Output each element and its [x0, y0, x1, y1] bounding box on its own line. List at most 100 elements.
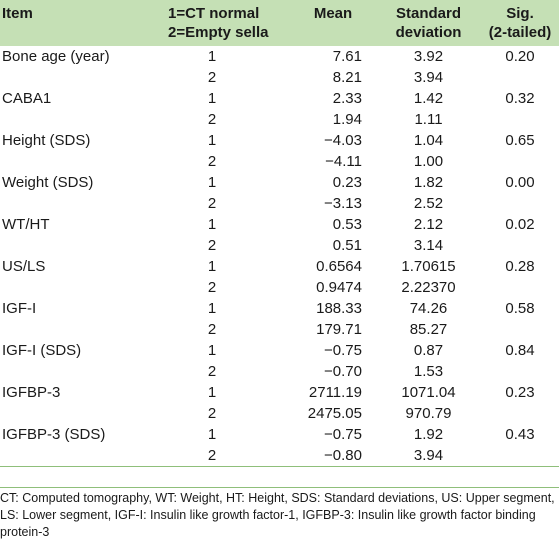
- header-group: 1=CT normal 2=Empty sella: [148, 0, 290, 46]
- cell-sd: 3.94: [413, 69, 444, 86]
- header-sd: Standard deviation: [376, 0, 481, 46]
- table-header: Item 1=CT normal 2=Empty sella Mean Stan…: [0, 0, 559, 46]
- cell-group: 1: [207, 216, 217, 233]
- cell-group: 1: [207, 258, 217, 275]
- table-row: US/LS 1 0.6564 1.70615 0.28: [0, 256, 559, 277]
- table-row: 2 2475.05 970.79: [0, 403, 559, 424]
- cell-mean: −0.70: [324, 363, 362, 380]
- cell-item-empty: [0, 403, 148, 424]
- cell-item: WT/HT: [2, 216, 50, 233]
- table-row: IGF-I (SDS) 1 −0.75 0.87 0.84: [0, 340, 559, 361]
- cell-group: 2: [207, 195, 217, 212]
- table-row: 2 0.51 3.14: [0, 235, 559, 256]
- cell-group: 1: [207, 426, 217, 443]
- cell-sig-empty: [481, 445, 559, 467]
- cell-group: 1: [207, 384, 217, 401]
- table-row: CABA1 1 2.33 1.42 0.32: [0, 88, 559, 109]
- table-row: 2 0.9474 2.22370: [0, 277, 559, 298]
- cell-group: 2: [207, 279, 217, 296]
- cell-group: 2: [207, 321, 217, 338]
- table-row: 2 −4.11 1.00: [0, 151, 559, 172]
- cell-group: 2: [207, 111, 217, 128]
- cell-item-empty: [0, 319, 148, 340]
- table-body: Bone age (year) 1 7.61 3.92 0.20 2 8.21 3.94 CAB…: [0, 46, 559, 467]
- cell-item: IGFBP-3 (SDS): [2, 426, 106, 443]
- table-row: Height (SDS) 1 −4.03 1.04 0.65: [0, 130, 559, 151]
- cell-mean: 2711.19: [308, 384, 362, 401]
- cell-mean: −3.13: [324, 195, 362, 212]
- header-sig: Sig. (2-tailed): [481, 0, 559, 46]
- cell-mean: −0.75: [324, 342, 362, 359]
- cell-group: 1: [207, 90, 217, 107]
- cell-sd: 1.11: [414, 111, 443, 128]
- cell-item-empty: [0, 151, 148, 172]
- cell-sd: 1.92: [413, 426, 444, 443]
- cell-group: 1: [207, 342, 217, 359]
- cell-group: 1: [207, 132, 217, 149]
- cell-sd: 3.14: [413, 237, 444, 254]
- table-row: IGF-I 1 188.33 74.26 0.58: [0, 298, 559, 319]
- cell-sig-empty: [481, 277, 559, 298]
- table-row: 2 179.71 85.27: [0, 319, 559, 340]
- cell-sd: 2.52: [413, 195, 444, 212]
- cell-sig: 0.20: [505, 48, 535, 65]
- header-item: Item: [0, 0, 148, 46]
- cell-sd: 0.87: [413, 342, 444, 359]
- table-row: WT/HT 1 0.53 2.12 0.02: [0, 214, 559, 235]
- cell-sig: 0.65: [505, 132, 535, 149]
- cell-mean: 0.6564: [316, 258, 362, 275]
- table-row: IGFBP-3 1 2711.19 1071.04 0.23: [0, 382, 559, 403]
- cell-sig: 0.02: [505, 216, 535, 233]
- cell-item: US/LS: [2, 258, 46, 275]
- header-sig-line1: Sig.: [506, 5, 534, 22]
- cell-item-empty: [0, 277, 148, 298]
- cell-mean: 7.61: [332, 48, 362, 65]
- cell-sig: 0.28: [505, 258, 535, 275]
- cell-group: 2: [207, 237, 217, 254]
- cell-group: 1: [207, 174, 217, 191]
- cell-sig-empty: [481, 151, 559, 172]
- header-group-line2: 2=Empty sella: [168, 24, 269, 41]
- cell-sig-empty: [481, 403, 559, 424]
- cell-sd: 2.22370: [401, 279, 456, 296]
- cell-sig-empty: [481, 109, 559, 130]
- cell-item: IGF-I: [2, 300, 37, 317]
- table-row: 2 1.94 1.11: [0, 109, 559, 130]
- cell-sd: 2.12: [413, 216, 444, 233]
- cell-sig: 0.23: [505, 384, 535, 401]
- cell-sig-empty: [481, 67, 559, 88]
- cell-item-empty: [0, 67, 148, 88]
- header-group-line1: 1=CT normal: [168, 5, 260, 22]
- cell-sig: 0.43: [505, 426, 535, 443]
- cell-sd: 3.94: [376, 445, 481, 467]
- cell-group: 2: [207, 363, 217, 380]
- cell-item: Weight (SDS): [2, 174, 94, 191]
- cell-sig-empty: [481, 193, 559, 214]
- cell-mean: −0.75: [324, 426, 362, 443]
- cell-mean: 2475.05: [307, 405, 362, 422]
- cell-group: 2: [207, 405, 217, 422]
- cell-sd: 1.70615: [401, 258, 456, 275]
- cell-group: 2: [148, 445, 290, 467]
- cell-group: 1: [207, 300, 217, 317]
- cell-mean: 1.94: [332, 111, 362, 128]
- cell-mean: 188.33: [316, 300, 362, 317]
- cell-sd: 1.00: [413, 153, 444, 170]
- cell-group: 2: [207, 153, 217, 170]
- statistics-table: Item 1=CT normal 2=Empty sella Mean Stan…: [0, 0, 559, 467]
- table-row: IGFBP-3 (SDS) 1 −0.75 1.92 0.43: [0, 424, 559, 445]
- cell-mean: −0.80: [290, 445, 376, 467]
- cell-mean: 179.71: [316, 321, 362, 338]
- cell-mean: −4.03: [324, 132, 362, 149]
- cell-group: 1: [207, 48, 217, 65]
- cell-sd: 1.04: [413, 132, 444, 149]
- cell-item-empty: [0, 235, 148, 256]
- header-mean: Mean: [290, 0, 376, 46]
- cell-sd: 1.53: [413, 363, 444, 380]
- cell-sig: 0.84: [505, 342, 535, 359]
- cell-sd: 1.82: [413, 174, 444, 191]
- cell-item-empty: [0, 361, 148, 382]
- table-row: Bone age (year) 1 7.61 3.92 0.20: [0, 46, 559, 67]
- cell-sd: 1.42: [413, 90, 444, 107]
